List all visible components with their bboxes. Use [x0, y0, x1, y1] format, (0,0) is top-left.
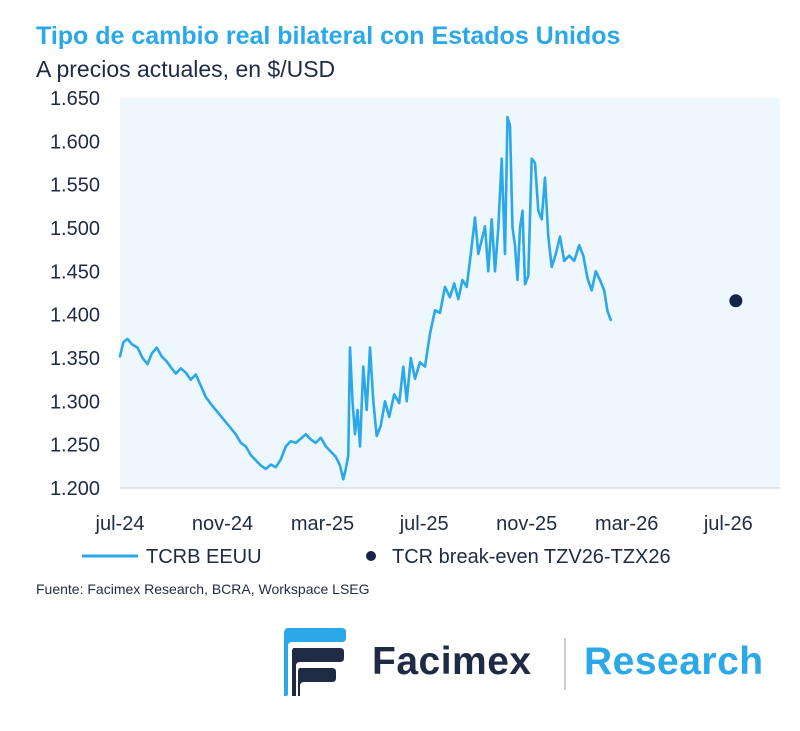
facimex-research-logo: Facimex Research	[282, 618, 782, 708]
logo-brand-name: Facimex	[372, 640, 532, 683]
y-tick-label: 1.450	[50, 261, 100, 283]
line-chart: 1.200 1.250 1.300 1.350 1.400 1.450 1.500 1.550…	[50, 88, 780, 568]
y-tick-label: 1.200	[50, 478, 100, 500]
y-tick-label: 1.500	[50, 218, 100, 240]
chart-subtitle: A precios actuales, en $/USD	[36, 56, 336, 82]
y-tick-label: 1.300	[50, 391, 100, 413]
x-tick-label: jul-25	[399, 513, 449, 535]
legend-label: TCRB EEUU	[146, 546, 262, 568]
source-note: Fuente: Facimex Research, BCRA, Workspac…	[36, 581, 370, 597]
x-tick-label: mar-25	[291, 513, 354, 535]
y-tick-label: 1.350	[50, 348, 100, 370]
legend-dot-swatch	[366, 551, 376, 561]
facimex-logo-icon	[284, 628, 346, 696]
y-tick-label: 1.600	[50, 131, 100, 153]
y-tick-label: 1.550	[50, 175, 100, 197]
y-tick-label: 1.250	[50, 435, 100, 457]
x-tick-label: nov-24	[192, 513, 253, 535]
break-even-point	[729, 294, 743, 308]
x-tick-label: jul-26	[703, 513, 753, 535]
legend-label: TCR break-even TZV26-TZX26	[392, 546, 671, 568]
logo-divider	[564, 638, 566, 690]
chart-title: Tipo de cambio real bilateral con Estado…	[36, 22, 621, 50]
logo-division-name: Research	[584, 640, 764, 683]
x-tick-label: jul-24	[95, 513, 145, 535]
series-line-tcrb-eeuu	[118, 115, 613, 481]
y-tick-label: 1.650	[50, 88, 100, 110]
y-tick-label: 1.400	[50, 305, 100, 327]
x-tick-label: mar-26	[595, 513, 658, 535]
x-tick-label: nov-25	[496, 513, 557, 535]
